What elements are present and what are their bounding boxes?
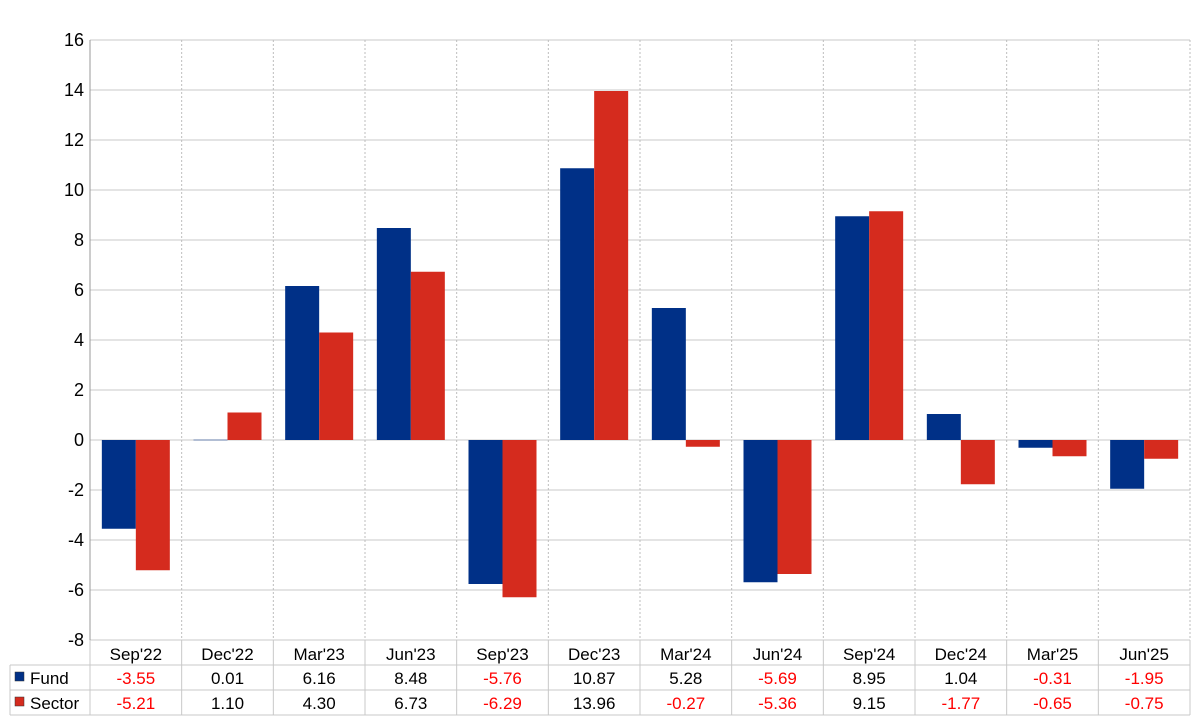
data-label-fund: -5.69: [758, 669, 797, 688]
y-tick-label: -8: [68, 630, 84, 650]
category-label: Mar'24: [660, 645, 711, 664]
y-tick-label: 10: [64, 180, 84, 200]
y-tick-label: 8: [74, 230, 84, 250]
data-label-sector: 13.96: [573, 694, 616, 713]
bar-fund-11: [1110, 440, 1145, 489]
category-label: Sep'24: [843, 645, 895, 664]
y-tick-label: 16: [64, 30, 84, 50]
bar-fund-0: [101, 440, 136, 529]
bar-sector-7: [777, 440, 812, 574]
bar-sector-1: [227, 412, 262, 440]
data-label-fund: 5.28: [669, 669, 702, 688]
data-label-fund: -5.76: [483, 669, 522, 688]
y-tick-label: 12: [64, 130, 84, 150]
bar-fund-7: [743, 440, 778, 583]
bar-sector-11: [1144, 440, 1179, 459]
y-tick-label: 4: [74, 330, 84, 350]
bar-sector-6: [685, 440, 720, 447]
data-label-sector: 1.10: [211, 694, 244, 713]
data-label-fund: 0.01: [211, 669, 244, 688]
data-label-sector: 6.73: [394, 694, 427, 713]
data-label-fund: 8.95: [853, 669, 886, 688]
bar-sector-9: [960, 440, 995, 485]
data-label-sector: -5.21: [116, 694, 155, 713]
data-label-sector: -0.65: [1033, 694, 1072, 713]
category-label: Dec'24: [935, 645, 987, 664]
y-tick-label: 14: [64, 80, 84, 100]
bar-sector-10: [1052, 440, 1087, 457]
y-tick-label: -4: [68, 530, 84, 550]
data-label-fund: 6.16: [303, 669, 336, 688]
data-label-fund: -0.31: [1033, 669, 1072, 688]
bar-fund-2: [285, 286, 320, 440]
bar-fund-3: [376, 228, 411, 440]
y-tick-label: 0: [74, 430, 84, 450]
bar-fund-1: [193, 439, 228, 441]
bar-sector-4: [502, 440, 537, 598]
bar-sector-3: [410, 271, 445, 440]
category-label: Mar'23: [293, 645, 344, 664]
legend-label-fund: Fund: [30, 669, 69, 688]
category-label: Jun'24: [753, 645, 803, 664]
y-tick-label: 2: [74, 380, 84, 400]
data-label-fund: -3.55: [116, 669, 155, 688]
data-label-fund: 10.87: [573, 669, 616, 688]
legend-swatch-fund: [14, 671, 25, 682]
data-label-sector: -1.77: [941, 694, 980, 713]
bars-group: [101, 91, 1179, 598]
bar-fund-4: [468, 440, 503, 584]
bar-fund-5: [560, 168, 595, 440]
data-label-sector: -0.75: [1125, 694, 1164, 713]
category-label: Mar'25: [1027, 645, 1078, 664]
bar-sector-2: [319, 332, 354, 440]
bar-sector-0: [135, 440, 170, 571]
category-label: Sep'22: [110, 645, 162, 664]
data-label-sector: 4.30: [303, 694, 336, 713]
legend-label-sector: Sector: [30, 694, 79, 713]
data-label-sector: 9.15: [853, 694, 886, 713]
legend-swatch-sector: [14, 696, 25, 707]
data-label-fund: 8.48: [394, 669, 427, 688]
y-tick-label: -2: [68, 480, 84, 500]
bar-fund-9: [926, 414, 961, 440]
data-label-fund: -1.95: [1125, 669, 1164, 688]
bar-fund-6: [651, 308, 686, 440]
data-label-sector: -6.29: [483, 694, 522, 713]
data-label-fund: 1.04: [944, 669, 977, 688]
bar-fund-10: [1018, 440, 1053, 448]
category-label: Sep'23: [476, 645, 528, 664]
y-tick-label: -6: [68, 580, 84, 600]
bar-sector-5: [594, 91, 629, 440]
data-label-sector: -5.36: [758, 694, 797, 713]
category-label: Jun'23: [386, 645, 436, 664]
y-tick-label: 6: [74, 280, 84, 300]
data-table: Sep'22 Dec'22 Mar'23 Jun'23 Sep'23 Dec'23 Mar'…: [9, 640, 1191, 716]
vertical-gridlines: [89, 40, 1191, 640]
category-label: Dec'22: [201, 645, 253, 664]
category-label: Jun'25: [1119, 645, 1169, 664]
data-label-sector: -0.27: [666, 694, 705, 713]
bar-fund-8: [835, 216, 870, 440]
category-label: Dec'23: [568, 645, 620, 664]
y-axis: 16 14 12 10 8 6 4 2 0 -2 -4 -6 -8: [64, 30, 84, 650]
bar-sector-8: [869, 211, 904, 440]
